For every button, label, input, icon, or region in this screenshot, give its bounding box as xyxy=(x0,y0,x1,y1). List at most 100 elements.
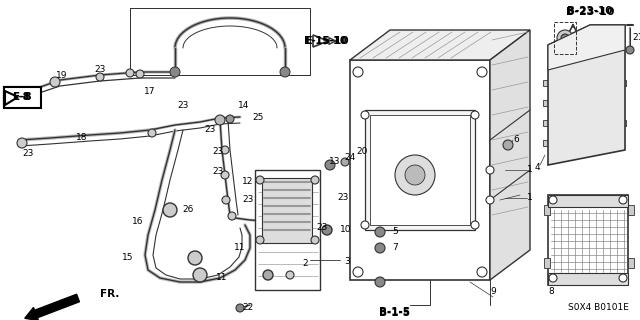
Circle shape xyxy=(375,243,385,253)
Circle shape xyxy=(549,274,557,282)
Bar xyxy=(554,22,576,54)
Text: 23: 23 xyxy=(316,223,328,233)
Circle shape xyxy=(375,277,385,287)
Text: 3: 3 xyxy=(344,258,350,267)
Text: 21: 21 xyxy=(632,33,640,42)
Text: B-23-10: B-23-10 xyxy=(567,6,612,16)
Text: 25: 25 xyxy=(252,114,264,123)
Text: 1: 1 xyxy=(527,194,533,203)
Circle shape xyxy=(226,115,234,123)
Circle shape xyxy=(96,73,104,81)
Polygon shape xyxy=(313,35,328,47)
Bar xyxy=(262,178,312,243)
Circle shape xyxy=(280,67,290,77)
Circle shape xyxy=(486,196,494,204)
Circle shape xyxy=(188,251,202,265)
Circle shape xyxy=(405,165,425,185)
FancyArrow shape xyxy=(25,294,79,320)
Bar xyxy=(543,100,551,106)
Circle shape xyxy=(503,140,513,150)
Text: 14: 14 xyxy=(238,101,250,110)
Bar xyxy=(544,205,550,215)
Circle shape xyxy=(353,67,363,77)
Text: 9: 9 xyxy=(490,287,496,297)
Circle shape xyxy=(619,274,627,282)
Circle shape xyxy=(626,46,634,54)
Circle shape xyxy=(236,304,244,312)
Bar xyxy=(548,273,628,285)
Polygon shape xyxy=(490,30,530,280)
Text: B-1-5: B-1-5 xyxy=(380,307,410,317)
Circle shape xyxy=(361,221,369,229)
Circle shape xyxy=(341,158,349,166)
Text: 8: 8 xyxy=(548,287,554,297)
Circle shape xyxy=(395,155,435,195)
Bar xyxy=(548,195,628,285)
Circle shape xyxy=(322,225,332,235)
Text: E-15-10: E-15-10 xyxy=(304,36,348,46)
Circle shape xyxy=(353,267,363,277)
Circle shape xyxy=(222,196,230,204)
Text: 12: 12 xyxy=(243,178,253,187)
Text: 24: 24 xyxy=(344,154,356,163)
Polygon shape xyxy=(5,91,18,105)
Text: 23: 23 xyxy=(177,100,189,109)
Text: 15: 15 xyxy=(122,253,134,262)
Bar xyxy=(628,205,634,215)
Text: 17: 17 xyxy=(144,87,156,97)
Text: E-8: E-8 xyxy=(12,92,29,102)
Bar xyxy=(130,8,310,75)
Circle shape xyxy=(148,129,156,137)
Bar xyxy=(618,80,626,86)
Text: 23: 23 xyxy=(94,66,106,75)
Circle shape xyxy=(325,160,335,170)
Text: 13: 13 xyxy=(329,157,340,166)
Text: 5: 5 xyxy=(392,228,398,236)
Text: 11: 11 xyxy=(234,244,246,252)
Text: E-15-10: E-15-10 xyxy=(305,36,347,46)
Bar xyxy=(365,110,475,230)
Text: 16: 16 xyxy=(132,218,144,227)
Text: S0X4 B0101E: S0X4 B0101E xyxy=(568,303,628,313)
Circle shape xyxy=(619,196,627,204)
Circle shape xyxy=(557,30,573,46)
Circle shape xyxy=(221,171,229,179)
Text: 7: 7 xyxy=(392,244,398,252)
Circle shape xyxy=(136,70,144,78)
Circle shape xyxy=(193,268,207,282)
Bar xyxy=(628,258,634,268)
Bar xyxy=(370,115,470,225)
Polygon shape xyxy=(350,30,530,60)
Circle shape xyxy=(471,111,479,119)
Circle shape xyxy=(561,34,569,42)
Bar xyxy=(543,120,551,126)
Circle shape xyxy=(256,176,264,184)
Circle shape xyxy=(263,270,273,280)
Bar xyxy=(255,170,320,290)
Bar xyxy=(543,80,551,86)
Circle shape xyxy=(549,196,557,204)
Text: 20: 20 xyxy=(356,148,368,156)
Bar xyxy=(543,140,551,146)
Text: 23: 23 xyxy=(212,148,224,156)
Circle shape xyxy=(50,77,60,87)
Circle shape xyxy=(477,67,487,77)
Circle shape xyxy=(126,69,134,77)
Text: FR.: FR. xyxy=(100,289,120,299)
Text: 23: 23 xyxy=(212,167,224,177)
Bar xyxy=(350,60,490,280)
Circle shape xyxy=(486,166,494,174)
Circle shape xyxy=(471,221,479,229)
Text: 22: 22 xyxy=(243,303,253,313)
Circle shape xyxy=(228,212,236,220)
Text: 1: 1 xyxy=(527,165,533,174)
Text: 19: 19 xyxy=(56,70,68,79)
Circle shape xyxy=(477,267,487,277)
Circle shape xyxy=(311,236,319,244)
Circle shape xyxy=(221,146,229,154)
Polygon shape xyxy=(4,92,14,102)
Circle shape xyxy=(163,203,177,217)
Polygon shape xyxy=(548,25,625,70)
Circle shape xyxy=(375,227,385,237)
Text: 4: 4 xyxy=(534,164,540,172)
